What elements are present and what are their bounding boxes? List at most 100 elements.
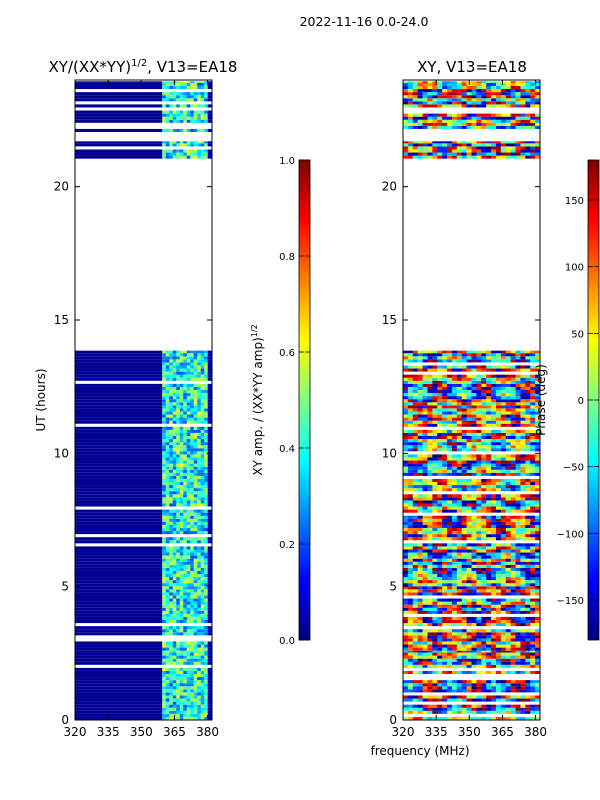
phase-cell: [417, 670, 423, 674]
amp-cell: [190, 698, 195, 702]
phase-cell: [515, 610, 521, 614]
phase-cell: [495, 485, 502, 489]
phase-cell: [407, 509, 414, 513]
phase-cell: [427, 469, 433, 473]
phase-cell: [461, 531, 467, 535]
phase-cell: [520, 574, 526, 578]
phase-cell: [525, 515, 531, 519]
phase-cell: [403, 531, 409, 535]
phase-cell: [495, 632, 502, 636]
amp-cell: [186, 494, 191, 498]
amp-cell: [190, 429, 195, 433]
phase-cell: [525, 417, 531, 421]
phase-cell: [471, 420, 477, 424]
amp-cell: [172, 399, 177, 403]
amp-cell: [172, 482, 177, 486]
amp-cell: [193, 661, 198, 665]
phase-cell: [447, 494, 453, 498]
phase-cell: [520, 509, 526, 513]
phase-cell: [427, 390, 433, 394]
phase-cell: [407, 534, 414, 538]
amp-cell: [172, 515, 177, 519]
phase-cell: [471, 664, 477, 668]
amp-cell: [169, 613, 174, 617]
phase-cell: [451, 655, 458, 659]
phase-cell: [481, 616, 487, 620]
phase-cell: [500, 411, 507, 415]
phase-cell: [407, 494, 414, 498]
phase-cell: [515, 583, 521, 587]
phase-cell: [427, 695, 433, 699]
phase-cell: [520, 616, 526, 620]
phase-cell: [456, 383, 463, 387]
phase-cell: [451, 359, 458, 363]
amp-cell: [193, 555, 198, 559]
phase-cell: [412, 353, 418, 357]
phase-cell: [530, 445, 536, 449]
phase-cell: [451, 488, 458, 492]
phase-cell: [437, 408, 443, 412]
amp-cell: [169, 152, 174, 156]
phase-cell: [461, 616, 467, 620]
phase-cell: [481, 704, 487, 708]
phase-cell: [403, 589, 409, 593]
amp-cell: [200, 86, 205, 90]
phase-cell: [403, 601, 409, 605]
phase-cell: [417, 472, 423, 476]
phase-cell: [403, 598, 409, 602]
phase-cell: [456, 580, 463, 584]
amp-cell: [193, 674, 198, 678]
phase-cell: [505, 601, 511, 605]
phase-cell: [520, 463, 526, 467]
left-colorbar-label: XY amp. / (XX*YY amp)1/2: [250, 324, 265, 475]
amp-cell: [176, 469, 181, 473]
phase-cell: [456, 664, 463, 668]
amp-cell: [186, 652, 191, 656]
phase-cell: [495, 448, 502, 452]
amp-cell: [75, 524, 163, 528]
phase-cell: [403, 417, 409, 421]
amp-cell: [75, 411, 163, 415]
phase-cell: [466, 583, 472, 587]
amp-cell: [193, 396, 198, 400]
phase-cell: [491, 607, 497, 611]
phase-cell: [486, 356, 492, 360]
phase-cell: [515, 448, 521, 452]
phase-cell: [451, 543, 458, 547]
phase-cell: [461, 509, 467, 513]
phase-cell: [417, 457, 423, 461]
phase-cell: [486, 689, 492, 693]
phase-cell: [427, 460, 433, 464]
phase-cell: [495, 552, 502, 556]
amp-cell: [179, 408, 184, 412]
amp-cell: [176, 485, 181, 489]
phase-cell: [471, 469, 477, 473]
phase-cell: [510, 650, 516, 653]
amp-cell: [190, 417, 195, 421]
phase-cell: [495, 436, 502, 440]
amp-cell: [204, 595, 209, 599]
phase-cell: [520, 689, 526, 693]
phase-cell: [466, 436, 472, 440]
amp-cell: [172, 383, 177, 387]
phase-cell: [530, 466, 536, 470]
phase-cell: [442, 647, 448, 651]
amp-cell: [190, 577, 195, 581]
amp-cell: [183, 500, 188, 504]
amp-cell: [183, 469, 188, 473]
amp-cell: [186, 141, 191, 144]
amp-cell: [207, 393, 212, 397]
phase-cell: [447, 374, 453, 378]
amp-cell: [200, 432, 205, 436]
phase-cell: [510, 658, 516, 662]
amp-cell: [75, 652, 163, 656]
phase-cell: [495, 549, 502, 553]
phase-cell: [427, 359, 433, 363]
amp-cell: [190, 670, 195, 674]
amp-cell: [172, 701, 177, 705]
phase-cell: [515, 494, 521, 498]
amp-cell: [200, 674, 205, 678]
phase-cell: [451, 411, 458, 415]
amp-cell: [75, 641, 163, 645]
phase-cell: [515, 436, 521, 440]
